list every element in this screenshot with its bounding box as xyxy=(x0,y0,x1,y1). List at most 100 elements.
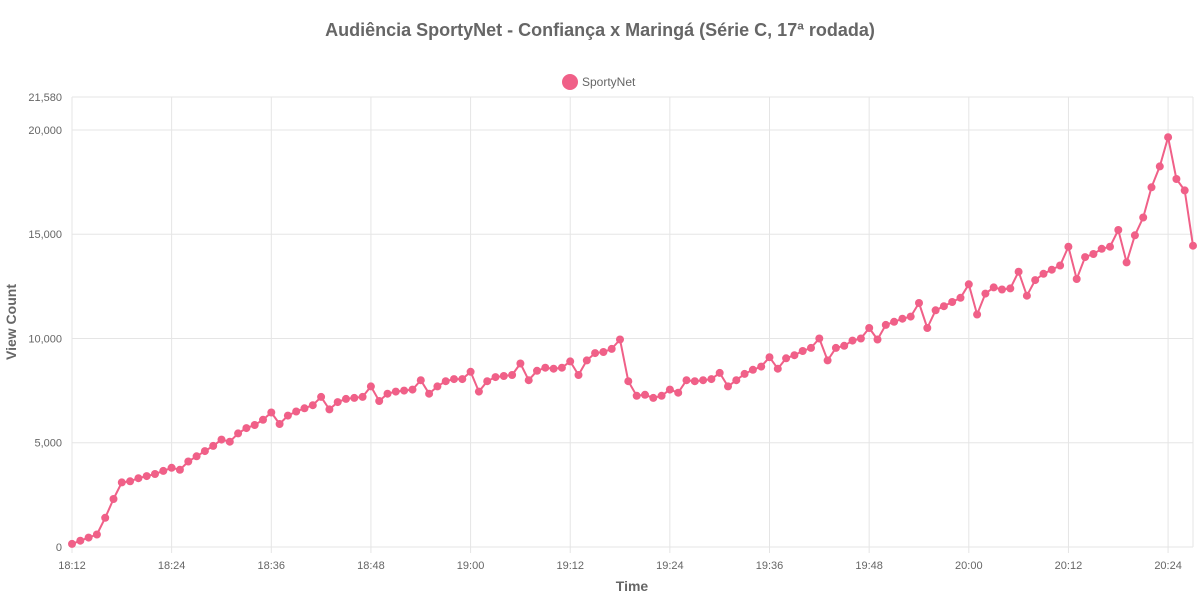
data-point[interactable] xyxy=(101,513,110,522)
data-point[interactable] xyxy=(607,344,616,353)
data-point[interactable] xyxy=(707,375,716,384)
data-point[interactable] xyxy=(624,377,633,386)
data-point[interactable] xyxy=(474,387,483,396)
data-point[interactable] xyxy=(433,382,442,391)
data-point[interactable] xyxy=(674,388,683,397)
data-point[interactable] xyxy=(109,495,118,503)
data-point[interactable] xyxy=(831,343,840,352)
data-point[interactable] xyxy=(267,408,276,417)
data-point[interactable] xyxy=(366,382,375,391)
data-point[interactable] xyxy=(732,376,741,385)
data-point[interactable] xyxy=(541,363,550,372)
data-point[interactable] xyxy=(524,376,533,385)
data-point[interactable] xyxy=(134,474,143,483)
data-point[interactable] xyxy=(209,441,218,450)
data-point[interactable] xyxy=(699,376,708,385)
data-point[interactable] xyxy=(632,391,641,400)
data-point[interactable] xyxy=(1189,241,1197,250)
data-point[interactable] xyxy=(989,283,998,292)
data-point[interactable] xyxy=(300,404,309,413)
data-point[interactable] xyxy=(915,299,923,307)
data-point[interactable] xyxy=(391,387,400,396)
data-point[interactable] xyxy=(184,457,193,466)
data-point[interactable] xyxy=(1064,242,1073,251)
data-point[interactable] xyxy=(259,415,267,424)
data-point[interactable] xyxy=(1031,276,1040,285)
data-point[interactable] xyxy=(533,366,541,375)
data-point[interactable] xyxy=(641,390,649,399)
data-point[interactable] xyxy=(1047,265,1056,274)
data-point[interactable] xyxy=(757,362,766,371)
data-point[interactable] xyxy=(616,335,624,344)
data-point[interactable] xyxy=(1081,253,1090,262)
data-point[interactable] xyxy=(815,334,824,343)
data-point[interactable] xyxy=(242,424,251,433)
data-point[interactable] xyxy=(599,348,608,356)
data-point[interactable] xyxy=(400,386,409,395)
data-point[interactable] xyxy=(998,285,1006,294)
data-point[interactable] xyxy=(458,375,467,384)
data-point[interactable] xyxy=(416,376,425,385)
data-point[interactable] xyxy=(1056,261,1065,270)
data-point[interactable] xyxy=(657,391,666,400)
data-point[interactable] xyxy=(1072,275,1081,283)
data-point[interactable] xyxy=(740,369,749,378)
data-point[interactable] xyxy=(956,293,965,302)
data-point[interactable] xyxy=(466,367,475,376)
data-point[interactable] xyxy=(175,465,184,474)
data-point[interactable] xyxy=(948,298,957,306)
data-point[interactable] xyxy=(557,363,566,372)
data-point[interactable] xyxy=(425,389,434,398)
data-point[interactable] xyxy=(383,389,392,398)
data-point[interactable] xyxy=(375,397,384,405)
data-point[interactable] xyxy=(840,341,849,350)
data-point[interactable] xyxy=(358,392,367,401)
data-point[interactable] xyxy=(167,463,176,472)
data-point[interactable] xyxy=(76,536,85,545)
data-point[interactable] xyxy=(516,359,525,368)
data-point[interactable] xyxy=(881,320,890,329)
data-point[interactable] xyxy=(142,472,151,481)
data-point[interactable] xyxy=(873,335,882,344)
data-point[interactable] xyxy=(483,377,492,386)
data-point[interactable] xyxy=(981,289,990,298)
data-point[interactable] xyxy=(250,421,259,429)
data-point[interactable] xyxy=(117,478,126,487)
data-point[interactable] xyxy=(964,280,973,289)
data-point[interactable] xyxy=(898,314,907,323)
data-point[interactable] xyxy=(865,324,874,332)
data-point[interactable] xyxy=(591,349,600,358)
data-point[interactable] xyxy=(151,470,159,478)
legend[interactable]: SportyNet xyxy=(562,74,636,90)
data-point[interactable] xyxy=(773,364,782,373)
data-point[interactable] xyxy=(1106,242,1114,251)
legend-label[interactable]: SportyNet xyxy=(582,75,636,89)
data-point[interactable] xyxy=(973,310,982,319)
data-point[interactable] xyxy=(1147,183,1156,192)
data-point[interactable] xyxy=(234,429,243,438)
data-point[interactable] xyxy=(1164,133,1173,142)
data-point[interactable] xyxy=(441,377,450,386)
data-point[interactable] xyxy=(1139,213,1148,222)
data-point[interactable] xyxy=(1006,284,1015,293)
data-point[interactable] xyxy=(1097,244,1106,253)
data-point[interactable] xyxy=(317,392,326,401)
data-point[interactable] xyxy=(890,317,899,326)
data-point[interactable] xyxy=(682,376,691,385)
data-point[interactable] xyxy=(724,382,732,391)
data-point[interactable] xyxy=(350,393,359,402)
data-point[interactable] xyxy=(582,356,591,365)
data-point[interactable] xyxy=(823,356,832,365)
data-point[interactable] xyxy=(690,377,699,386)
data-point[interactable] xyxy=(782,354,791,363)
data-point[interactable] xyxy=(126,477,135,486)
data-point[interactable] xyxy=(549,364,558,373)
data-point[interactable] xyxy=(765,353,774,362)
data-point[interactable] xyxy=(566,357,575,366)
data-point[interactable] xyxy=(1089,250,1098,258)
data-point[interactable] xyxy=(333,398,342,407)
data-point[interactable] xyxy=(408,385,417,394)
data-point[interactable] xyxy=(1180,186,1189,195)
data-point[interactable] xyxy=(923,324,932,332)
data-point[interactable] xyxy=(325,405,334,414)
